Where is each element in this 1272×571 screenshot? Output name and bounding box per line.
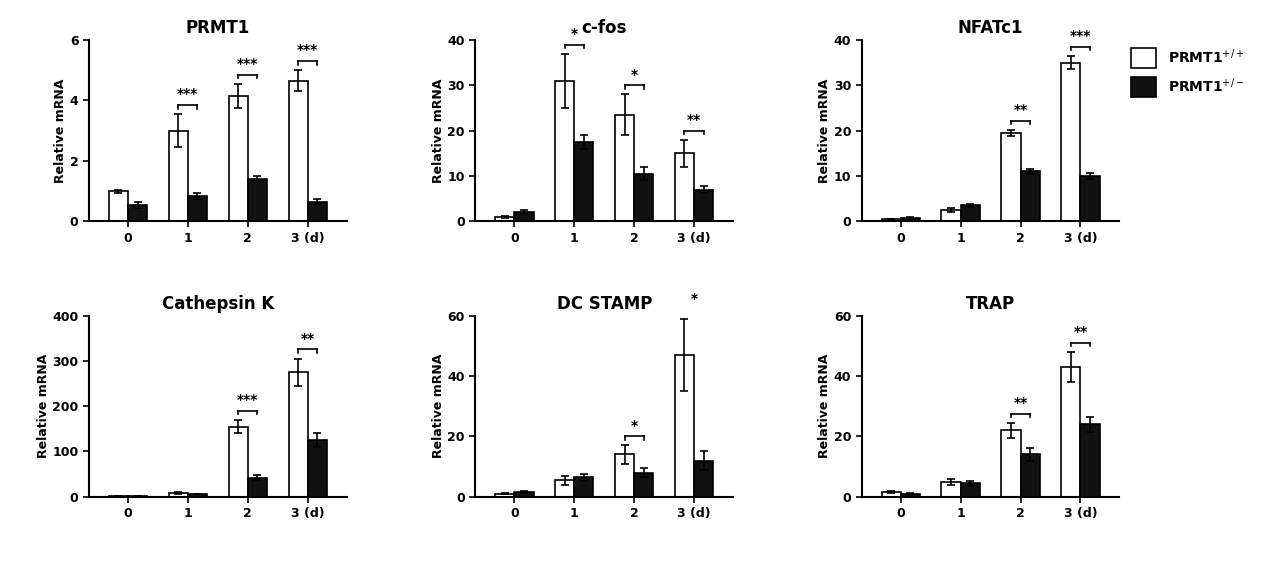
Text: **: **	[1074, 325, 1088, 339]
Bar	[555, 81, 574, 221]
Bar	[289, 372, 308, 497]
Bar	[109, 191, 128, 221]
Text: **: **	[300, 332, 314, 346]
Y-axis label: Relative mRNA: Relative mRNA	[818, 354, 831, 459]
Bar	[614, 115, 635, 221]
Title: PRMT1: PRMT1	[186, 19, 251, 37]
Y-axis label: Relative mRNA: Relative mRNA	[431, 78, 445, 183]
Bar	[675, 355, 695, 497]
Y-axis label: Relative mRNA: Relative mRNA	[431, 354, 445, 459]
Bar	[901, 494, 920, 497]
Bar	[614, 455, 635, 497]
Text: ***: ***	[237, 393, 258, 407]
Bar	[1080, 424, 1099, 497]
Bar	[514, 212, 533, 221]
Bar	[1001, 133, 1020, 221]
Bar	[495, 494, 514, 497]
Bar	[960, 206, 979, 221]
Bar	[128, 496, 148, 497]
Bar	[941, 482, 960, 497]
Bar	[229, 427, 248, 497]
Y-axis label: Relative mRNA: Relative mRNA	[55, 78, 67, 183]
Title: DC STAMP: DC STAMP	[557, 295, 651, 312]
Text: *: *	[631, 67, 637, 82]
Text: *: *	[691, 292, 697, 306]
Bar	[941, 210, 960, 221]
Bar	[881, 492, 901, 497]
Legend: PRMT1$^{+/+}$, PRMT1$^{+/-}$: PRMT1$^{+/+}$, PRMT1$^{+/-}$	[1132, 47, 1244, 97]
Bar	[289, 81, 308, 221]
Bar	[881, 219, 901, 221]
Bar	[229, 96, 248, 221]
Bar	[169, 493, 188, 497]
Title: Cathepsin K: Cathepsin K	[162, 295, 273, 312]
Bar	[514, 492, 533, 497]
Bar	[574, 142, 594, 221]
Bar	[555, 480, 574, 497]
Text: ***: ***	[237, 57, 258, 71]
Bar	[901, 218, 920, 221]
Y-axis label: Relative mRNA: Relative mRNA	[37, 354, 50, 459]
Y-axis label: Relative mRNA: Relative mRNA	[818, 78, 831, 183]
Bar	[695, 190, 714, 221]
Text: **: **	[687, 113, 701, 127]
Text: ***: ***	[177, 87, 198, 101]
Text: ***: ***	[1070, 29, 1091, 43]
Bar	[188, 195, 207, 221]
Title: TRAP: TRAP	[965, 295, 1015, 312]
Bar	[248, 179, 267, 221]
Bar	[308, 440, 327, 497]
Bar	[188, 494, 207, 497]
Bar	[635, 473, 654, 497]
Bar	[675, 153, 695, 221]
Text: **: **	[1014, 103, 1028, 117]
Bar	[109, 496, 128, 497]
Bar	[635, 174, 654, 221]
Bar	[1080, 176, 1099, 221]
Bar	[248, 478, 267, 497]
Bar	[308, 202, 327, 221]
Bar	[495, 217, 514, 221]
Title: NFATc1: NFATc1	[958, 19, 1023, 37]
Bar	[128, 204, 148, 221]
Text: **: **	[1014, 396, 1028, 410]
Text: ***: ***	[296, 43, 318, 58]
Bar	[1061, 63, 1080, 221]
Bar	[960, 483, 979, 497]
Text: *: *	[571, 27, 577, 41]
Bar	[1001, 431, 1020, 497]
Text: *: *	[631, 419, 637, 433]
Bar	[1020, 171, 1039, 221]
Bar	[1061, 367, 1080, 497]
Bar	[169, 131, 188, 221]
Bar	[1020, 455, 1039, 497]
Bar	[695, 461, 714, 497]
Title: c-fos: c-fos	[581, 19, 627, 37]
Bar	[574, 477, 594, 497]
